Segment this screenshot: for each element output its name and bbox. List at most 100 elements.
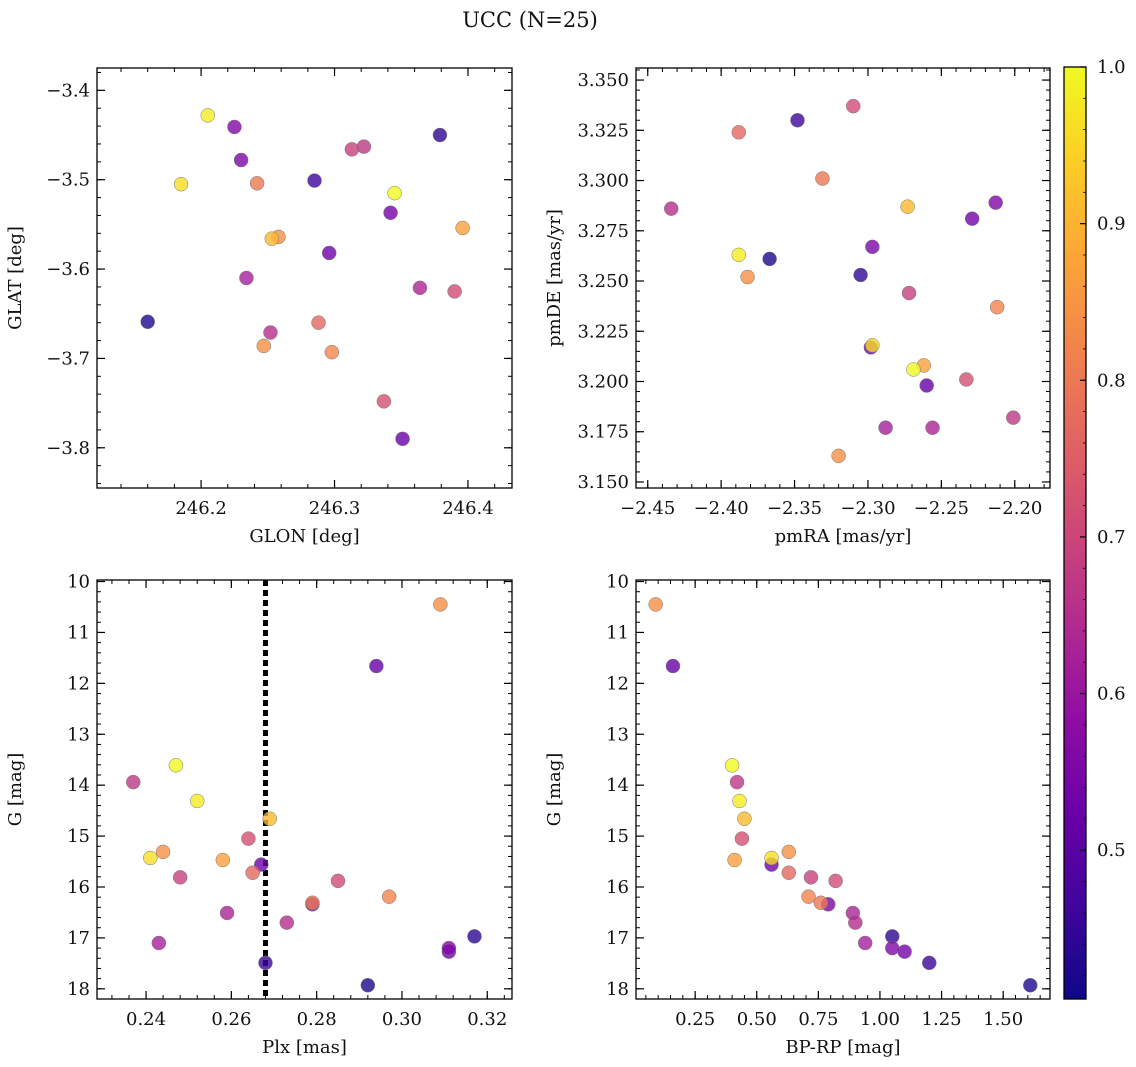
panel-cmd: 0.25 0.50 0.75 1.00 1.25 1.50 10 11 12 13 14 15 16 17… (544, 572, 1051, 1058)
scatter-points (140, 108, 470, 447)
data-point (731, 125, 747, 140)
data-point (241, 831, 256, 846)
data-point (1023, 978, 1038, 993)
colorbar-gradient (1063, 66, 1087, 1000)
data-point (734, 831, 750, 846)
data-point (815, 171, 830, 186)
minor-ticks (636, 580, 1050, 1000)
data-point (256, 338, 272, 354)
data-point (263, 325, 278, 340)
data-point (925, 420, 940, 435)
panel-plx_g: 0.24 0.26 0.28 0.30 0.32 10 11 12 13 14 15 16 17 18 Pl… (5, 572, 513, 1058)
x-axis-label: GLON [deg] (249, 526, 359, 547)
data-point (344, 142, 360, 157)
colorbar-tick-label: 0.9 (1097, 214, 1126, 235)
x-axis-label: BP-RP [mag] (785, 1037, 900, 1058)
data-point (900, 199, 915, 214)
x-tick-label: −2.30 (840, 498, 895, 519)
data-point (432, 127, 448, 143)
y-tick-label: 18 (606, 979, 629, 1000)
colorbar-tick-label: 0.6 (1097, 684, 1126, 705)
y-axis-label: pmDE [mas/yr] (544, 209, 565, 347)
data-point (865, 338, 880, 353)
data-point (964, 211, 980, 226)
scatter-points (663, 98, 1021, 464)
data-point (249, 176, 265, 191)
data-point (215, 852, 231, 868)
data-point (455, 220, 470, 236)
data-point (801, 889, 816, 904)
data-point (740, 269, 755, 285)
data-point (258, 955, 273, 971)
data-point (376, 394, 392, 409)
data-point (731, 247, 747, 263)
x-tick-label: 0.26 (211, 1009, 251, 1030)
x-tick-label: 0.24 (126, 1009, 166, 1030)
data-point (790, 112, 805, 128)
colorbar-tick-label: 0.7 (1097, 527, 1126, 548)
data-point (901, 285, 917, 301)
y-tick-label: 11 (606, 622, 629, 643)
data-point (311, 315, 326, 330)
y-tick-label: −3.5 (46, 170, 90, 191)
y-axis-label: G [mag] (5, 753, 26, 826)
plot-frame (96, 579, 513, 1000)
y-tick-label: 3.200 (577, 371, 629, 392)
panel-glon_glat: 246.2 246.3 246.4 −3.4 −3.5 −3.6 −3.7 −3.8 GLON … (5, 67, 513, 547)
x-tick-label: −2.20 (987, 498, 1042, 519)
x-tick-label: 246.4 (442, 498, 494, 519)
x-tick-label: 246.3 (309, 498, 361, 519)
y-tick-label: 13 (606, 724, 629, 745)
data-point (729, 774, 745, 790)
x-tick-label: 0.28 (297, 1009, 337, 1030)
data-point (865, 239, 880, 255)
y-tick-label: 12 (606, 673, 629, 694)
data-point (126, 774, 141, 790)
data-point (227, 119, 242, 135)
data-point (922, 955, 937, 971)
data-point (828, 873, 843, 889)
data-point (853, 267, 868, 283)
y-tick-label: 3.150 (577, 472, 629, 493)
data-point (467, 929, 482, 944)
data-point (360, 978, 376, 993)
data-point (764, 850, 779, 866)
data-point (988, 195, 1003, 210)
plot-frame (635, 67, 1051, 489)
x-tick-label: 0.32 (467, 1009, 507, 1030)
y-tick-label: −3.8 (46, 438, 90, 459)
plot-frame (635, 579, 1051, 1000)
data-point (262, 811, 277, 827)
panel-pm: −2.45 −2.40 −2.35 −2.30 −2.25 −2.20 3.150 3.175… (544, 67, 1051, 547)
y-tick-label: 15 (606, 826, 629, 847)
x-tick-label: −2.40 (694, 498, 749, 519)
scatter-points (648, 597, 1038, 993)
y-tick-label: 3.225 (577, 321, 629, 342)
y-tick-label: 12 (67, 673, 90, 694)
y-tick-label: 3.175 (577, 422, 629, 443)
data-point (919, 378, 934, 393)
data-point (959, 372, 974, 387)
y-tick-label: 10 (606, 572, 629, 593)
data-point (305, 895, 320, 911)
data-point (878, 420, 893, 435)
data-point (846, 98, 861, 114)
plot-frame (96, 67, 513, 489)
data-point (200, 108, 216, 123)
data-point (151, 935, 167, 951)
data-point (233, 152, 249, 168)
data-point (245, 865, 260, 880)
data-point (155, 844, 171, 860)
y-tick-label: 14 (606, 775, 629, 796)
data-point (140, 314, 155, 330)
y-tick-label: 3.300 (577, 171, 629, 192)
data-point (219, 905, 235, 921)
data-point (433, 597, 448, 612)
data-point (239, 270, 254, 286)
colorbar-tick-label: 1.0 (1097, 57, 1126, 78)
data-point (781, 865, 797, 880)
data-point (724, 758, 740, 773)
data-point (383, 205, 398, 221)
data-point (321, 245, 337, 261)
